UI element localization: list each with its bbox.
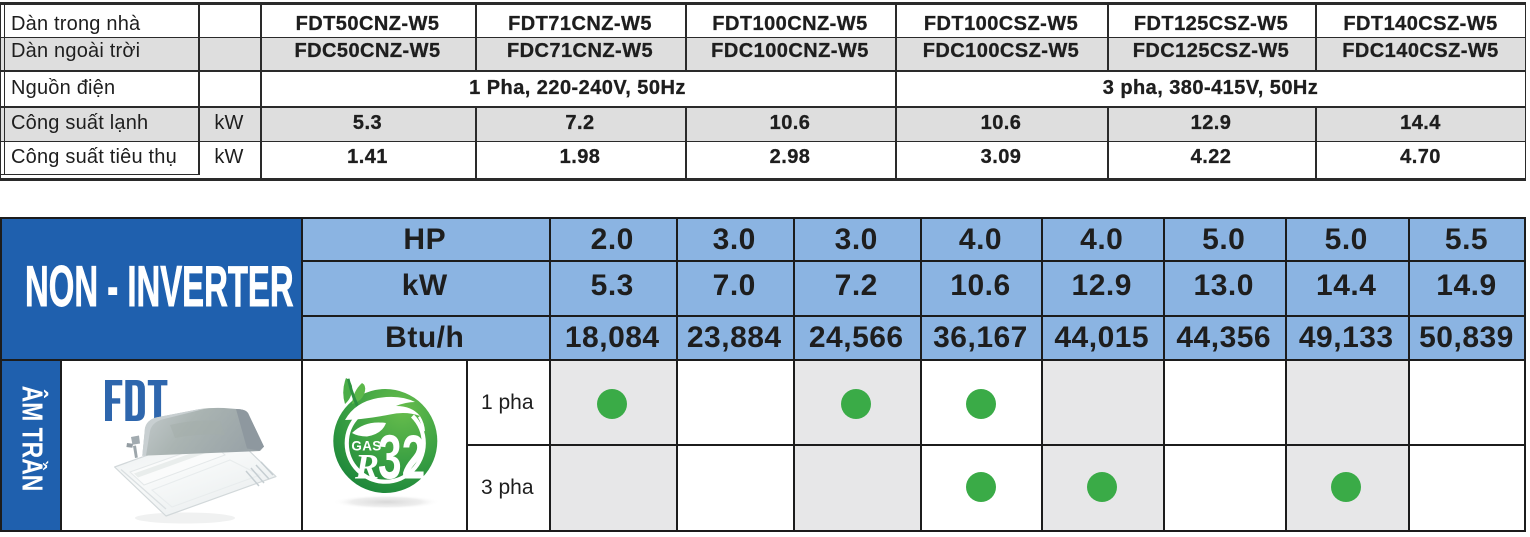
svg-text:R: R [354, 447, 379, 487]
svg-text:GAS: GAS [351, 439, 381, 454]
svg-text:32: 32 [378, 424, 425, 493]
